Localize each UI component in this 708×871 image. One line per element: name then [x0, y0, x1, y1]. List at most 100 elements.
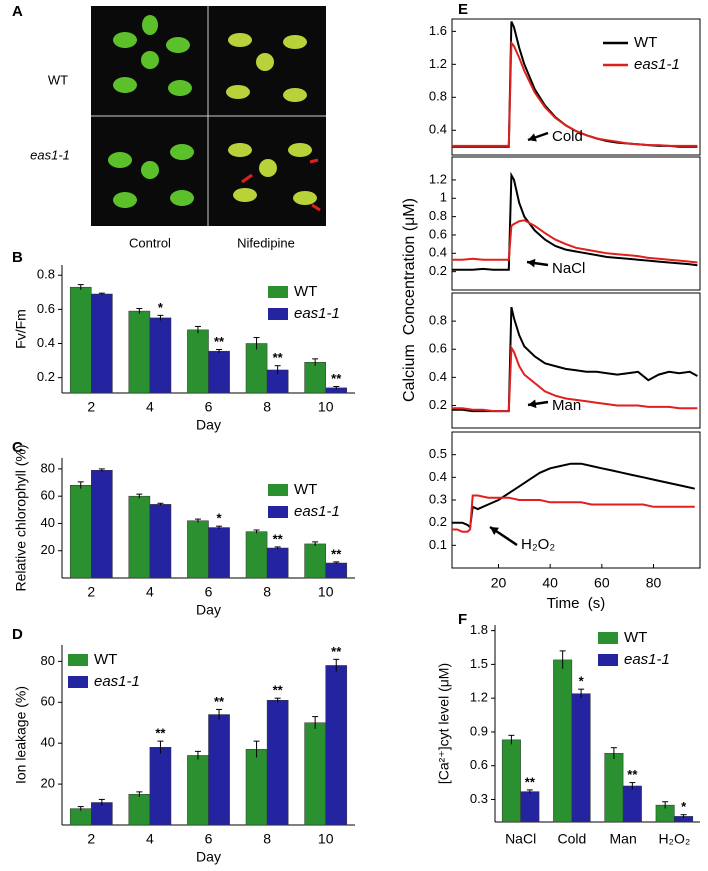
x-tick-label: 10 [318, 831, 334, 847]
significance-label: ** [627, 767, 638, 782]
significance-label: * [579, 674, 585, 689]
bar [245, 531, 268, 579]
line [452, 306, 698, 413]
plant-shapes [226, 33, 317, 205]
significance-label: ** [273, 350, 284, 365]
x-tick-label: Man [610, 831, 637, 847]
bar [128, 310, 151, 394]
x-tick-label: 2 [87, 584, 95, 600]
bar [187, 755, 209, 826]
y-tick-label: 1.2 [470, 690, 488, 705]
y-axis-label: Calcium Concentration (μM) [401, 198, 418, 402]
y-tick-label: 0.8 [429, 313, 447, 328]
significance-label: ** [155, 726, 166, 741]
y-tick-label: 0.1 [429, 537, 447, 552]
annotation: Cold [552, 128, 583, 145]
panel-letter: D [12, 626, 23, 643]
significance-label: * [158, 300, 164, 315]
y-tick-label: 0.3 [429, 491, 447, 506]
y-tick-label: 80 [41, 653, 55, 668]
y-tick-label: 0.2 [37, 369, 55, 384]
x-tick-label: 4 [146, 831, 154, 847]
legend-swatch [68, 654, 88, 666]
legend-swatch [268, 506, 288, 518]
significance-label: ** [273, 531, 284, 546]
x-axis-label: Day [196, 849, 221, 865]
x-axis-label: Day [196, 602, 221, 618]
bar [187, 329, 209, 394]
y-tick-label: 0.3 [470, 791, 488, 806]
y-tick-label: 80 [41, 460, 55, 475]
bar [520, 791, 540, 823]
y-axis-label: Ion leakage (%) [13, 686, 29, 784]
significance-label: ** [331, 371, 342, 386]
legend-swatch [598, 654, 618, 666]
legend-label: WT [294, 283, 317, 300]
bar [266, 547, 289, 579]
y-tick-label: 0.8 [429, 208, 447, 223]
y-tick-label: 0.8 [37, 267, 55, 282]
panel-letter: F [458, 611, 467, 628]
y-tick-label: 0.6 [429, 226, 447, 241]
y-tick-label: 1.2 [429, 56, 447, 71]
arrow-head [490, 527, 499, 535]
significance-label: ** [331, 546, 342, 561]
y-tick-label: 1 [440, 190, 447, 205]
bar [304, 722, 326, 826]
x-tick-label: NaCl [505, 831, 536, 847]
y-axis-label: Fv/Fm [13, 309, 29, 349]
x-tick-label: 8 [263, 584, 271, 600]
bar [91, 470, 113, 579]
bar [149, 317, 172, 394]
y-tick-label: 0.2 [429, 263, 447, 278]
x-tick-label: 2 [87, 399, 95, 415]
legend-label: eas1-1 [294, 503, 340, 520]
column-label: Nifedipine [237, 235, 295, 250]
line [452, 40, 698, 147]
significance-label: ** [525, 774, 536, 789]
bar [304, 543, 326, 579]
bar [91, 293, 113, 394]
legend-label: WT [294, 481, 317, 498]
y-tick-label: 0.4 [429, 469, 447, 484]
x-tick-label: 6 [205, 584, 213, 600]
x-tick-label: 60 [594, 575, 610, 591]
bar [604, 753, 624, 823]
legend-label: WT [624, 629, 647, 646]
panel-a: A WT eas1-1 Control Nifedipine [12, 3, 326, 250]
y-tick-label: 40 [41, 515, 55, 530]
y-tick-label: 0.2 [429, 397, 447, 412]
y-tick-label: 0.5 [429, 446, 447, 461]
y-tick-label: 60 [41, 694, 55, 709]
legend-label: WT [94, 651, 117, 668]
column-label: Control [129, 235, 171, 250]
bar [553, 659, 573, 823]
legend-label: eas1-1 [634, 56, 680, 73]
x-tick-label: 10 [318, 584, 334, 600]
bar [208, 714, 230, 826]
bar [622, 785, 642, 823]
y-tick-label: 60 [41, 488, 55, 503]
y-tick-label: 40 [41, 735, 55, 750]
legend-swatch [268, 286, 288, 298]
bar [149, 504, 172, 579]
y-axis-label: Relative chlorophyll (%) [13, 444, 29, 591]
panel-letter: B [12, 249, 23, 266]
annotation: H₂O₂ [521, 536, 555, 553]
bar [245, 749, 268, 826]
bar [571, 693, 591, 823]
significance-label: * [217, 511, 223, 526]
x-tick-label: 10 [318, 399, 334, 415]
legend-swatch [268, 308, 288, 320]
arrow-head [528, 133, 537, 142]
y-tick-label: 0.8 [429, 89, 447, 104]
x-tick-label: Cold [557, 831, 586, 847]
y-tick-label: 0.6 [429, 341, 447, 356]
bar [69, 286, 92, 394]
bar [245, 343, 268, 394]
bar [325, 562, 348, 579]
y-tick-label: 1.5 [470, 656, 488, 671]
y-tick-label: 0.4 [37, 335, 55, 350]
significance-label: ** [273, 683, 284, 698]
